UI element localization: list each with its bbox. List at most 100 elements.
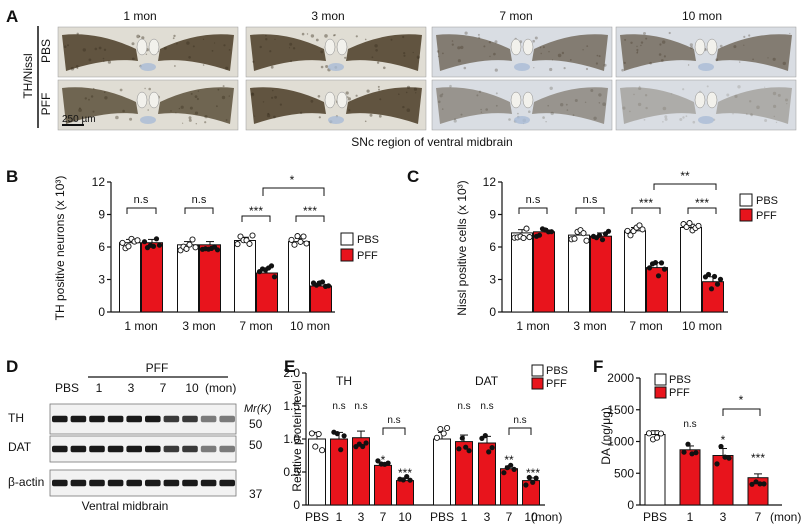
tissue-speck [92,87,95,90]
tissue-speck [764,119,768,122]
tissue-speck [660,59,664,62]
y-tick-label: 9 [489,208,496,222]
f-bracket-3v7 [722,408,761,416]
c-sig-10mon: *** [695,196,709,210]
tissue-speck [216,105,218,108]
tissue-speck [346,96,349,98]
tissue-white-tract [510,38,522,56]
tissue-speck [585,67,589,71]
x-tick-label: 1 [687,510,694,524]
y-tick-label: 9 [98,208,105,222]
tissue-speck [333,34,335,37]
pff-bar [590,235,612,313]
tissue-speck [196,97,199,101]
x-tick-label: 7 mon [629,319,662,333]
tissue-speck [176,42,178,45]
blot-row-dat: DAT [8,440,32,454]
c-sig-7v10: ** [680,169,690,183]
tissue-speck [415,92,417,94]
tissue-speck [145,53,148,55]
tissue-speck [188,118,192,122]
tissue-speck [671,93,673,95]
tissue-white-tract [522,91,534,109]
data-point [717,276,724,282]
f-sig-3v7: * [739,393,744,407]
lane-1: 1 [96,381,103,395]
pbs-bar [119,242,141,313]
data-point [714,281,721,287]
data-point [407,477,413,483]
tissue-speck [560,103,564,107]
tissue-speck [557,53,562,58]
data-point [300,233,307,240]
blot-band [107,415,124,423]
tissue-speck [687,64,690,66]
tissue-blue-region [514,63,530,71]
blot-band [89,445,105,453]
tissue-white-tract [136,91,148,109]
panel-c-label: C [407,167,419,186]
tissue-speck [551,59,554,61]
blot-band [219,479,235,487]
tissue-speck [202,38,205,41]
dat-strip [49,435,237,463]
data-point [655,273,662,279]
lane-unit: (mon) [205,381,236,395]
tissue-blue-region [328,63,344,71]
chart-e-ylabel: Relative protein level [290,380,304,491]
tissue-speck [488,41,492,44]
blot-band [200,415,217,423]
tissue-speck [773,104,777,108]
tissue-speck [279,103,282,106]
data-point [234,241,241,248]
tissue-white-tract [694,91,706,109]
data-point [360,443,366,450]
data-point [753,479,759,485]
tissue-speck [756,105,760,110]
tissue-left-wing [620,87,696,124]
micrograph-cell [245,79,427,131]
data-point [708,286,715,292]
tissue-speck [252,60,255,63]
data-point [523,225,530,232]
tissue-speck [679,118,683,121]
data-point [192,244,199,251]
legend-pff-swatch [654,386,667,399]
tissue-speck [204,121,207,124]
tissue-speck [574,99,578,102]
legend-pff-swatch [340,248,354,262]
tissue-speck [561,51,565,55]
tissue-right-wing [716,87,792,124]
tissue-speck [269,50,272,53]
data-point [536,232,543,238]
e-th-bracket [382,427,406,435]
tissue-white-tract [324,38,336,56]
data-point [303,240,310,247]
tissue-speck [375,49,378,52]
data-point [294,233,301,240]
tissue-speck [344,56,347,59]
panel-e-label: E [284,357,295,376]
x-tick-label: 3 mon [573,319,606,333]
tissue-speck [449,84,452,88]
tissue-speck [732,113,734,115]
tissue-speck [211,50,214,52]
tissue-speck [749,100,752,103]
tissue-speck [174,65,176,67]
legend-pff-label: PFF [669,387,690,399]
tissue-speck [438,100,441,104]
tissue-speck [416,55,420,59]
data-point [308,430,315,437]
data-point [686,220,693,227]
data-point [183,245,190,252]
blot-band [145,479,161,487]
tissue-speck [566,109,569,111]
legend-pbs-label: PBS [669,374,691,386]
tissue-speck [225,119,228,121]
tissue-speck [689,43,693,47]
data-point [501,470,507,476]
tissue-speck [348,109,351,112]
tissue-speck [103,48,107,51]
tissue-left-wing [62,87,138,124]
tissue-speck [94,47,98,51]
